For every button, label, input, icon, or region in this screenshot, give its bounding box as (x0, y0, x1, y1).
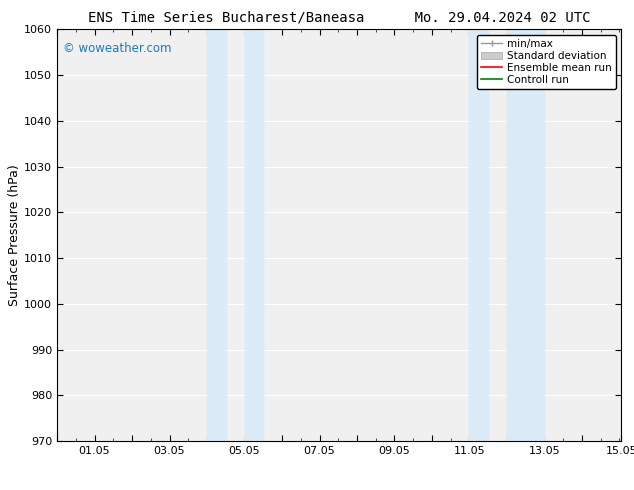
Text: © woweather.com: © woweather.com (63, 42, 171, 55)
Bar (469, 29, 488, 441)
Bar (207, 29, 226, 441)
Bar (245, 29, 263, 441)
Legend: min/max, Standard deviation, Ensemble mean run, Controll run: min/max, Standard deviation, Ensemble me… (477, 35, 616, 89)
Bar (507, 29, 545, 441)
Title: ENS Time Series Bucharest/Baneasa      Mo. 29.04.2024 02 UTC: ENS Time Series Bucharest/Baneasa Mo. 29… (88, 10, 590, 24)
Y-axis label: Surface Pressure (hPa): Surface Pressure (hPa) (8, 164, 22, 306)
